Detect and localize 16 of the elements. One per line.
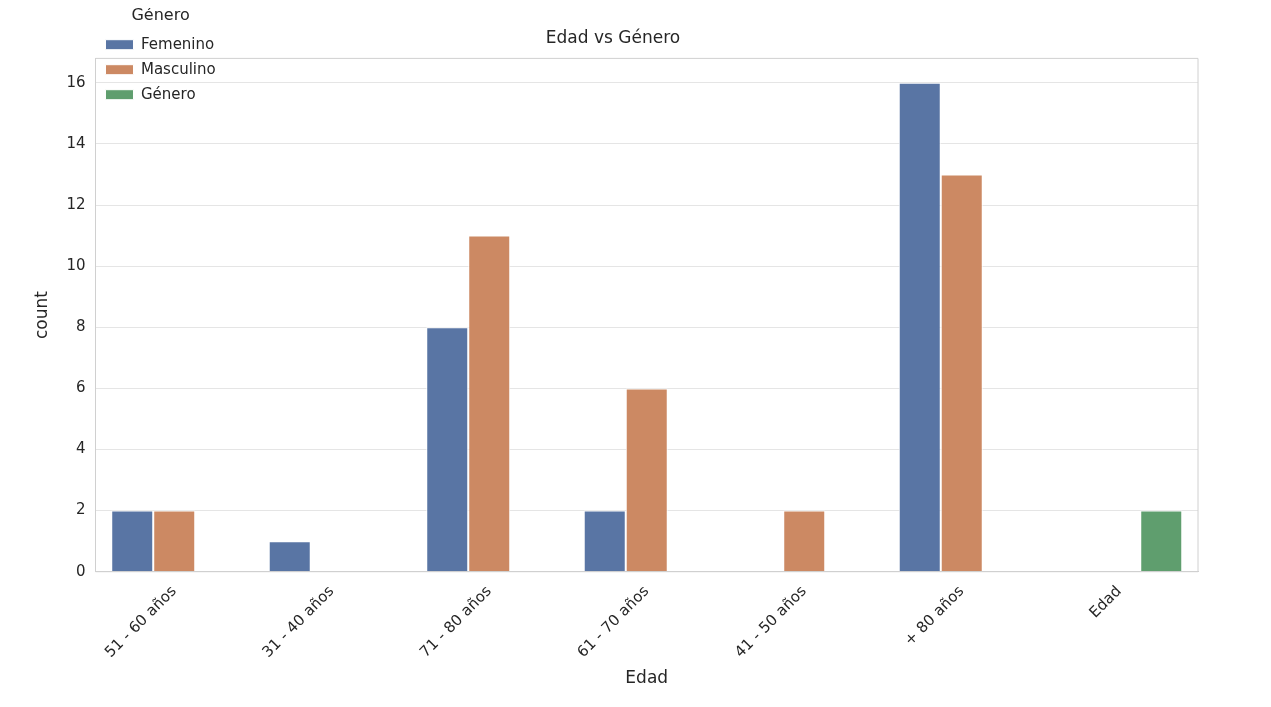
y-tick-label: 2	[75, 500, 86, 519]
y-tick-label: 0	[75, 561, 86, 580]
y-tick-label: 14	[66, 133, 86, 152]
legend-label: Femenino	[140, 34, 215, 53]
y-tick-label: 8	[75, 317, 86, 336]
y-tick-label: 16	[66, 72, 86, 91]
y-tick-label: 6	[75, 378, 86, 397]
legend-title: Género	[131, 5, 190, 25]
y-axis-title: count	[30, 290, 51, 340]
chart-title: Edad vs Género	[545, 26, 681, 47]
y-tick-label: 10	[66, 256, 86, 275]
x-axis-title: Edad	[625, 667, 669, 688]
legend-label: Género	[140, 84, 196, 103]
y-tick-label: 12	[66, 194, 86, 213]
y-tick-label: 4	[75, 439, 86, 458]
legend-label: Masculino	[140, 59, 216, 78]
